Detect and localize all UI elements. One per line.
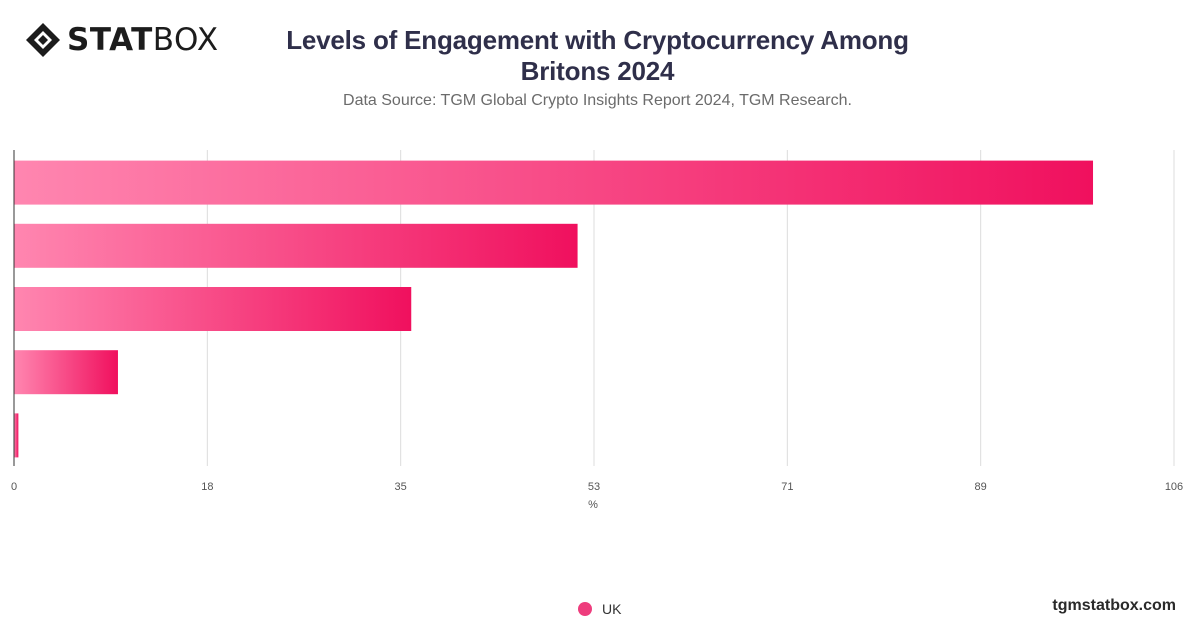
legend-label-uk: UK xyxy=(602,601,622,617)
legend-swatch-uk xyxy=(578,602,592,616)
statbox-logo: STATBOX xyxy=(25,22,219,58)
chart-subtitle: Data Source: TGM Global Crypto Insights … xyxy=(343,92,852,109)
x-tick-label: 53 xyxy=(588,481,600,493)
site-credit[interactable]: tgmstatbox.com xyxy=(1052,597,1176,614)
x-axis-label: % xyxy=(588,499,598,511)
logo-bold-text: STAT xyxy=(67,22,153,58)
bar[interactable] xyxy=(14,223,578,268)
bars xyxy=(14,160,1094,458)
bar[interactable] xyxy=(14,413,19,458)
bar[interactable] xyxy=(14,287,412,331)
bar[interactable] xyxy=(14,160,1094,205)
x-axis-ticks: 0 18 35 53 71 89 106 xyxy=(11,481,1183,493)
x-tick-label: 71 xyxy=(781,481,793,493)
x-tick-label: 106 xyxy=(1165,481,1183,493)
chart-title: Levels of Engagement with Cryptocurrency… xyxy=(286,25,909,86)
logo-light-text: BOX xyxy=(152,22,219,58)
bar[interactable] xyxy=(14,350,118,395)
x-tick-label: 18 xyxy=(201,481,213,493)
legend[interactable]: UK xyxy=(578,601,621,617)
x-tick-label: 89 xyxy=(975,481,987,493)
diamond-logo-icon xyxy=(26,23,60,57)
x-tick-label: 0 xyxy=(11,481,17,493)
x-tick-label: 35 xyxy=(395,481,407,493)
logo-wordmark: STATBOX xyxy=(67,22,219,58)
